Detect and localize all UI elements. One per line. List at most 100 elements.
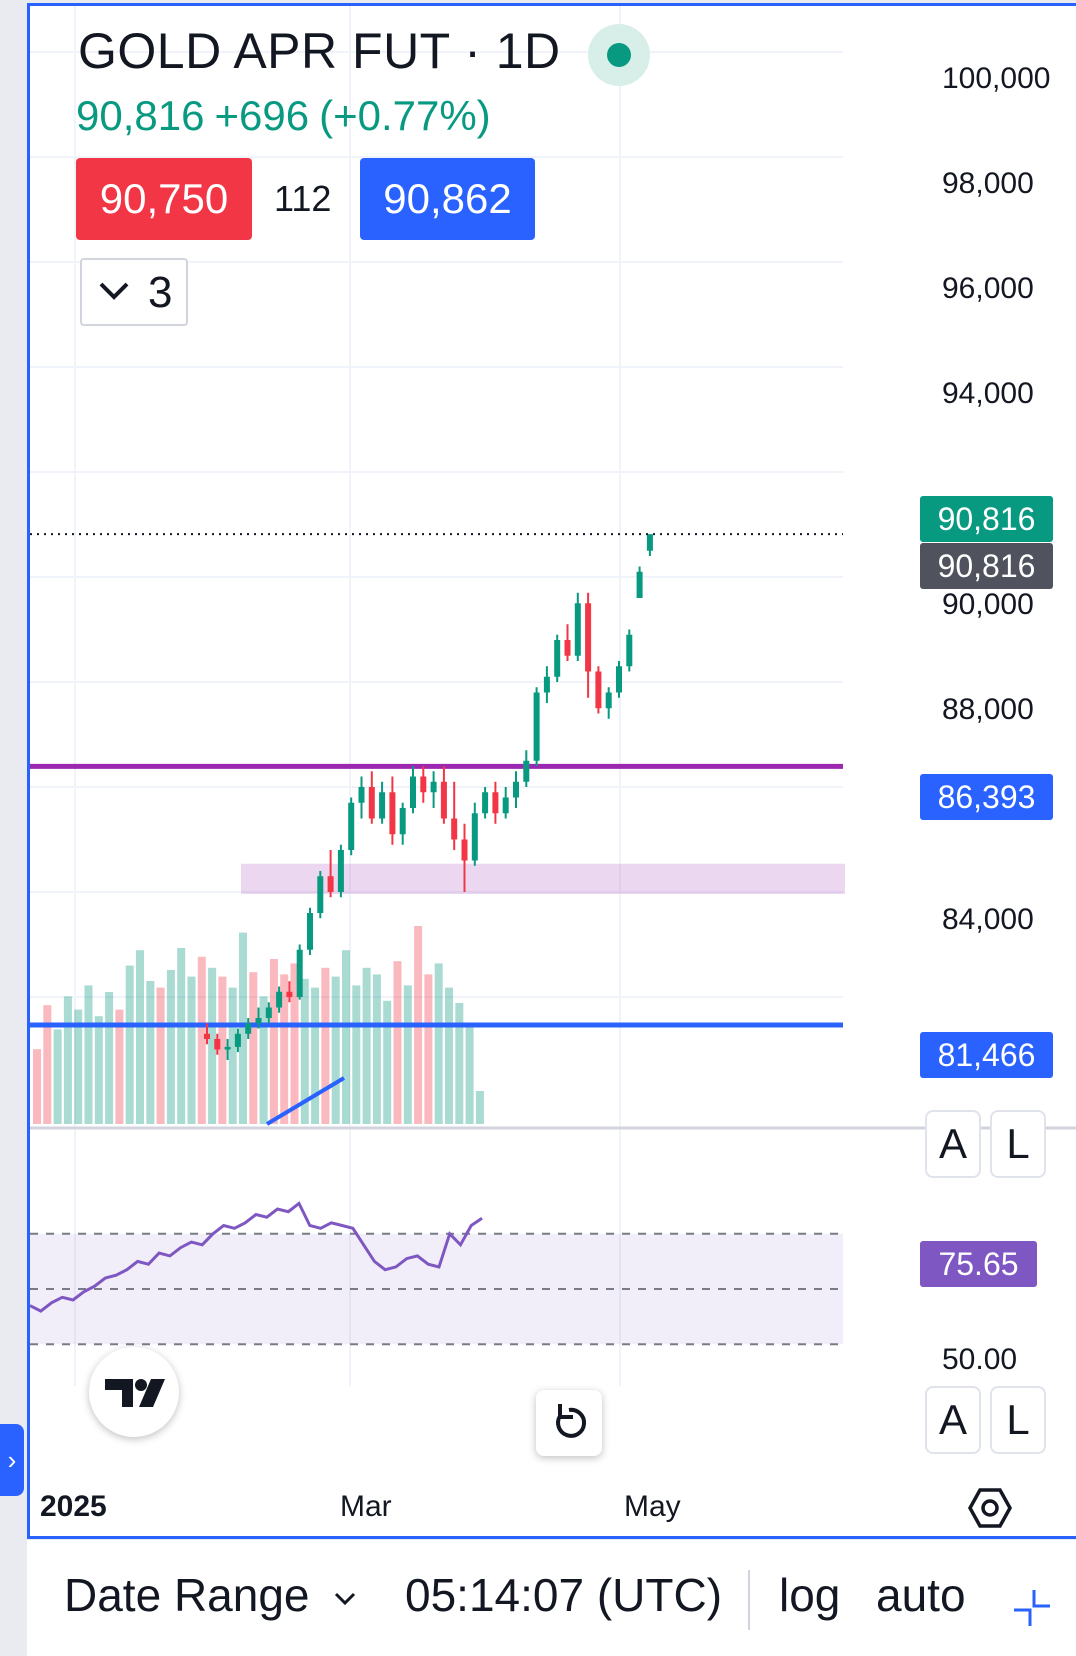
sell-button[interactable]: 90,750 [76, 158, 252, 240]
candle-body [605, 692, 612, 709]
price-auto-scale-button[interactable]: A [925, 1110, 981, 1178]
spread-value: 112 [274, 178, 332, 219]
rsi-log-scale-button[interactable]: L [990, 1386, 1046, 1454]
last-price-line-label: 90,816 [920, 543, 1053, 589]
volume-bar [465, 1025, 474, 1124]
chart-panel[interactable]: GOLD APR FUT · 1D 90,816 +696 (+0.77%) 90,… [27, 3, 1076, 1539]
candle-body [379, 792, 386, 819]
candle-body [286, 991, 293, 997]
utc-clock[interactable]: 05:14:07 (UTC) [405, 1569, 723, 1621]
purple-level-label[interactable]: 86,393 [920, 774, 1053, 820]
volume-bar [249, 972, 258, 1124]
candle-body [595, 671, 602, 709]
price-log-scale-button[interactable]: L [990, 1110, 1046, 1178]
price-axis-tick: 98,000 [942, 167, 1034, 200]
candle-body [646, 534, 653, 551]
time-axis-tick: May [624, 1490, 681, 1523]
candle-body [234, 1033, 241, 1047]
candle-body [616, 666, 622, 693]
expand-panel-icon[interactable]: › [0, 1424, 24, 1496]
candle-body [337, 850, 344, 892]
volume-bar [94, 1016, 103, 1124]
volume-bar [43, 1005, 52, 1124]
settings-icon[interactable] [968, 1487, 1012, 1529]
volume-bar [280, 974, 289, 1124]
candle-body [204, 1033, 210, 1039]
volume-bar [33, 1049, 41, 1124]
price-axis-tick: 96,000 [942, 272, 1034, 305]
last-price: 90,816 [76, 92, 205, 139]
buy-button[interactable]: 90,862 [360, 158, 535, 240]
volume-bar [290, 963, 299, 1124]
volume-bar [218, 976, 227, 1124]
volume-bar [53, 1029, 62, 1124]
candle-body [276, 991, 283, 1008]
volume-bar [331, 976, 340, 1124]
volume-bar [424, 974, 433, 1124]
candle-body [451, 818, 458, 840]
chevron-down-icon [335, 1592, 356, 1605]
volume-bar [228, 987, 237, 1124]
volume-bar [372, 974, 381, 1124]
blue-level-label[interactable]: 81,466 [920, 1032, 1053, 1078]
candle-body [368, 787, 375, 819]
date-range-button[interactable]: Date Range [64, 1568, 356, 1622]
volume-bar [321, 967, 330, 1124]
chevron-down-icon [99, 282, 129, 300]
volume-bar [434, 963, 443, 1124]
price-change: +696 [214, 92, 310, 139]
price-change-line: 90,816 +696 (+0.77%) [76, 92, 501, 140]
volume-bar [146, 981, 155, 1124]
candle-body [482, 792, 489, 814]
candle-body [564, 640, 571, 656]
time-axis-tick: 2025 [40, 1490, 107, 1523]
volume-bar [259, 996, 268, 1124]
volume-bar [84, 985, 93, 1124]
candle-body [554, 640, 561, 677]
indicators-toggle-button[interactable]: 3 [80, 258, 188, 326]
symbol-title[interactable]: GOLD APR FUT · 1D [78, 23, 561, 79]
volume-bar [455, 1003, 464, 1124]
candle-body [214, 1039, 221, 1050]
rsi-auto-scale-button[interactable]: A [925, 1386, 981, 1454]
volume-bar [239, 932, 247, 1124]
candle-body [502, 797, 509, 814]
chart-canvas[interactable] [30, 6, 1076, 1542]
price-axis-tick: 84,000 [942, 903, 1034, 936]
candle-body [255, 1018, 262, 1024]
candle-body [626, 634, 633, 667]
rsi-axis-tick: 50.00 [942, 1343, 1018, 1376]
tradingview-logo-icon[interactable] [89, 1347, 179, 1437]
fullscreen-collapse-icon[interactable] [1012, 1588, 1052, 1628]
candle-body [410, 776, 416, 808]
volume-bar [136, 950, 144, 1124]
date-range-label: Date Range [64, 1569, 310, 1621]
candle-body [533, 692, 540, 761]
volume-bar [187, 976, 196, 1124]
candle-body [461, 839, 468, 861]
candle-body [440, 781, 447, 819]
volume-bar [311, 987, 320, 1124]
trend-line [265, 1076, 346, 1126]
candle-body [420, 776, 427, 793]
candle-body [358, 787, 365, 803]
volume-bar [393, 961, 402, 1124]
volume-bar [115, 1009, 124, 1124]
log-scale-toggle[interactable]: log [779, 1569, 841, 1621]
volume-bar [63, 996, 72, 1124]
candle-body [389, 792, 396, 835]
candle-body [636, 571, 643, 598]
rsi-line [30, 1201, 483, 1313]
candle-body [224, 1046, 231, 1050]
reset-chart-icon[interactable] [536, 1390, 602, 1456]
volume-bar [269, 959, 278, 1124]
volume-bar [166, 970, 175, 1124]
candle-body [307, 913, 313, 950]
bottom-toolbar: Date Range 05:14:07 (UTC) log auto [27, 1540, 1076, 1656]
candle-body [317, 876, 324, 913]
volume-bar [383, 1000, 392, 1124]
candle-body [265, 1007, 272, 1018]
time-axis-tick: Mar [340, 1490, 392, 1523]
candle-body [585, 603, 592, 672]
auto-scale-toggle[interactable]: auto [876, 1569, 966, 1621]
